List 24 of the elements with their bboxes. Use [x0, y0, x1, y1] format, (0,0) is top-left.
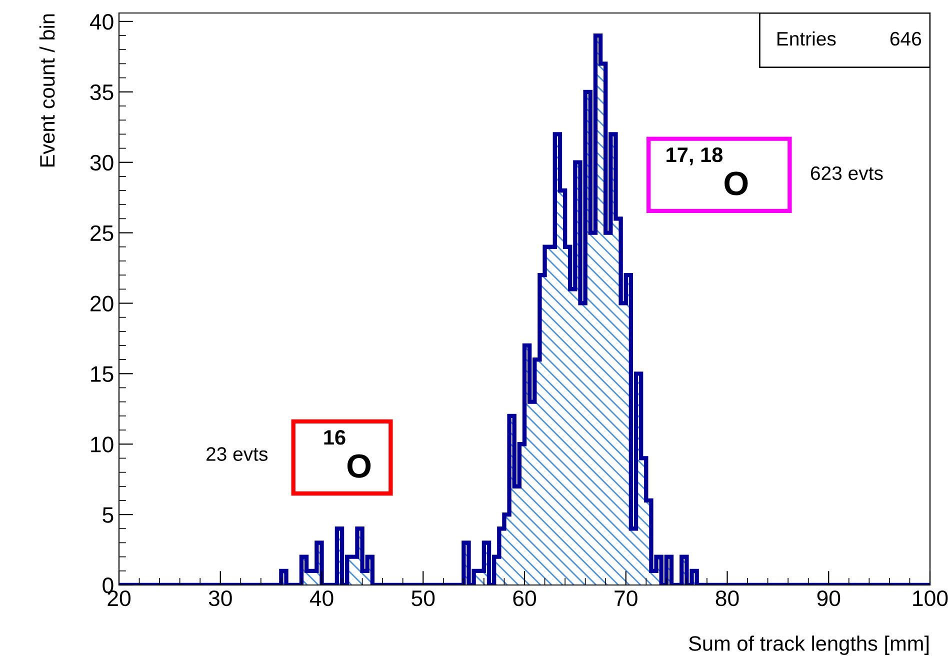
x-tick-label: 50: [412, 590, 435, 606]
x-tick-label: 70: [614, 590, 638, 606]
x-tick-label: 90: [817, 590, 840, 606]
y-tick-label: 40: [90, 14, 114, 30]
x-axis-title: Sum of track lengths [mm]: [688, 636, 929, 655]
y-tick-label: 10: [91, 436, 114, 452]
annotation: 623 evts: [810, 166, 883, 180]
annotation: Entries: [778, 31, 836, 46]
x-tick-label: 60: [513, 590, 536, 606]
y-tick-label: 25: [90, 225, 114, 242]
annotation: 17, 18O: [666, 147, 748, 196]
y-tick-label: 15: [91, 366, 114, 382]
y-tick-label: 20: [90, 296, 114, 312]
x-tick-label: 40: [310, 590, 334, 606]
annotation: 646: [890, 32, 922, 46]
y-tick-label: 5: [102, 507, 114, 523]
annotation: 16O: [324, 430, 371, 478]
y-axis-title: Event count / bin: [39, 14, 55, 166]
y-tick-label: 30: [90, 154, 114, 171]
x-tick-label: 100: [913, 590, 948, 606]
annotation: 23 evts: [206, 447, 268, 461]
x-tick-label: 30: [208, 590, 232, 606]
x-tick-label: 80: [716, 590, 739, 606]
y-tick-label: 35: [90, 84, 114, 100]
